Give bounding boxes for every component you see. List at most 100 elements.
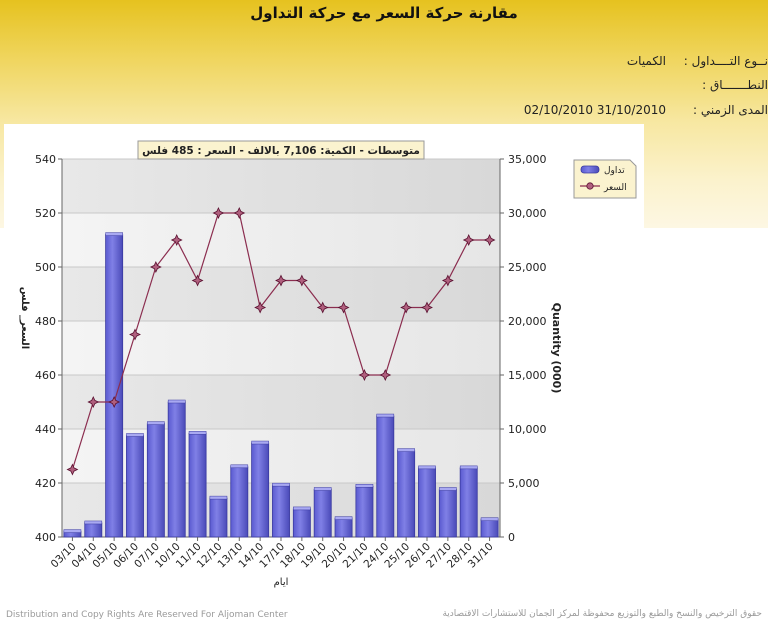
quantity-bar-cap	[355, 483, 374, 488]
quantity-bar-cap	[209, 495, 228, 500]
y-left-tick-label: 540	[35, 153, 56, 166]
y-right-axis-title: Quantity (000)	[550, 303, 563, 394]
quantity-bar-cap	[188, 431, 207, 435]
quantity-bar-cap	[230, 464, 249, 469]
quantity-bar	[355, 485, 374, 538]
y-right-tick-label: 35,000	[508, 153, 547, 166]
quantity-bar	[376, 415, 395, 538]
quantity-bar	[188, 432, 207, 538]
quantity-bar	[209, 497, 228, 538]
chart-title: متوسطات - الكمية: 7,106 بالالف - السعر :…	[142, 145, 420, 157]
plot-band	[62, 321, 500, 375]
price-marker	[170, 234, 183, 246]
chart-title-box	[137, 140, 425, 160]
y-left-tick-label: 440	[35, 423, 56, 436]
quantity-bar-cap	[293, 506, 311, 511]
quantity-bar-cap	[167, 399, 186, 404]
price-marker	[421, 301, 433, 314]
price-marker	[462, 234, 475, 246]
quantity-bar	[146, 423, 165, 538]
price-marker	[129, 328, 141, 341]
price-marker	[358, 369, 371, 381]
price-marker	[379, 369, 392, 381]
info-label: المدى الزمني :	[693, 103, 768, 117]
quantity-bar-cap	[397, 448, 415, 452]
page-title: مقارنة حركة السعر مع حركة التداول	[250, 4, 518, 22]
price-marker	[316, 301, 329, 314]
footer-copyright-en: Distribution and Copy Rights Are Reserve…	[6, 610, 288, 620]
quantity-bar-cap	[459, 465, 478, 470]
price-marker	[149, 261, 162, 273]
price-marker	[108, 396, 121, 408]
quantity-bar	[126, 435, 144, 538]
y-right-tick-label: 30,000	[508, 207, 547, 220]
y-right-tick-label: 25,000	[508, 261, 547, 274]
legend-marker-swatch	[586, 182, 594, 190]
quantity-bar-cap	[313, 487, 332, 491]
comparison-chart: 400 420 440 460 480 500 520 540 0 5,000 10,000 15,0…	[19, 140, 637, 588]
price-marker	[337, 301, 350, 314]
price-marker	[212, 207, 225, 219]
price-marker	[66, 463, 79, 476]
quantity-bar	[313, 489, 332, 538]
y-left-axis-title: السعر_ فلس	[19, 287, 30, 349]
quantity-bar	[167, 401, 186, 538]
plot-band	[62, 375, 500, 429]
y-right-tick-label: 5,000	[508, 477, 540, 490]
quantity-bar-cap	[84, 520, 103, 525]
price-marker	[400, 301, 413, 314]
legend-label-price: السعر	[603, 183, 627, 193]
plot-band	[62, 213, 500, 267]
info-value: الكميات	[626, 54, 666, 68]
price-marker	[295, 274, 308, 287]
quantity-bar-cap	[418, 465, 436, 470]
price-marker	[275, 274, 287, 287]
price-marker	[483, 234, 496, 246]
y-left-tick-label: 500	[35, 261, 56, 274]
footer-copyright-ar: حقوق الترخيص والنسخ والطبع والتوزيع محفو…	[442, 609, 762, 619]
quantity-bar	[105, 234, 124, 538]
quantity-bar	[272, 484, 290, 538]
price-marker	[87, 396, 100, 408]
y-right-tick-label: 20,000	[508, 315, 547, 328]
quantity-bar	[418, 467, 436, 538]
quantity-bar-cap	[126, 433, 144, 437]
info-value: 31/10/2010 02/10/2010	[523, 103, 666, 117]
quantity-bar	[292, 508, 311, 538]
price-marker	[441, 274, 454, 287]
y-left-tick-label: 520	[35, 207, 56, 220]
quantity-bar	[334, 518, 353, 538]
price-marker	[233, 207, 246, 219]
quantity-bar	[397, 450, 416, 538]
legend-label-quantity: تداول	[604, 166, 625, 176]
quantity-bar	[480, 519, 499, 538]
info-date-range: المدى الزمني : 31/10/2010 02/10/2010	[524, 103, 768, 123]
quantity-bar	[251, 442, 270, 538]
y-left-tick-label: 400	[35, 531, 56, 544]
y-left-tick-label: 420	[35, 477, 56, 490]
quantity-bar	[230, 466, 249, 538]
quantity-bar-cap	[439, 487, 457, 491]
quantity-bar-cap	[480, 517, 499, 521]
info-trade-type: نــوع التــــداول : الكميات	[627, 54, 768, 74]
quantity-bar	[84, 522, 103, 538]
quantity-bar-cap	[251, 440, 269, 445]
price-marker	[254, 301, 267, 314]
quantity-bar-cap	[272, 482, 290, 487]
y-right-tick-label: 10,000	[508, 423, 547, 436]
info-label: النطـــــــاق :	[702, 78, 768, 92]
y-left-tick-label: 460	[35, 369, 56, 382]
quantity-bar	[438, 489, 457, 538]
quantity-bar-cap	[63, 529, 82, 533]
price-marker	[191, 274, 204, 287]
quantity-bar	[459, 467, 478, 538]
plot-band	[62, 159, 500, 213]
y-right-tick-label: 15,000	[508, 369, 547, 382]
info-scope: النطـــــــاق :	[666, 78, 768, 98]
quantity-bar-cap	[147, 421, 165, 425]
x-axis-title: ايام	[274, 577, 289, 588]
quantity-bar-cap	[105, 232, 123, 236]
y-right-tick-label: 0	[508, 531, 515, 544]
quantity-bar-cap	[376, 413, 395, 418]
info-label: نــوع التــــداول :	[683, 54, 768, 68]
